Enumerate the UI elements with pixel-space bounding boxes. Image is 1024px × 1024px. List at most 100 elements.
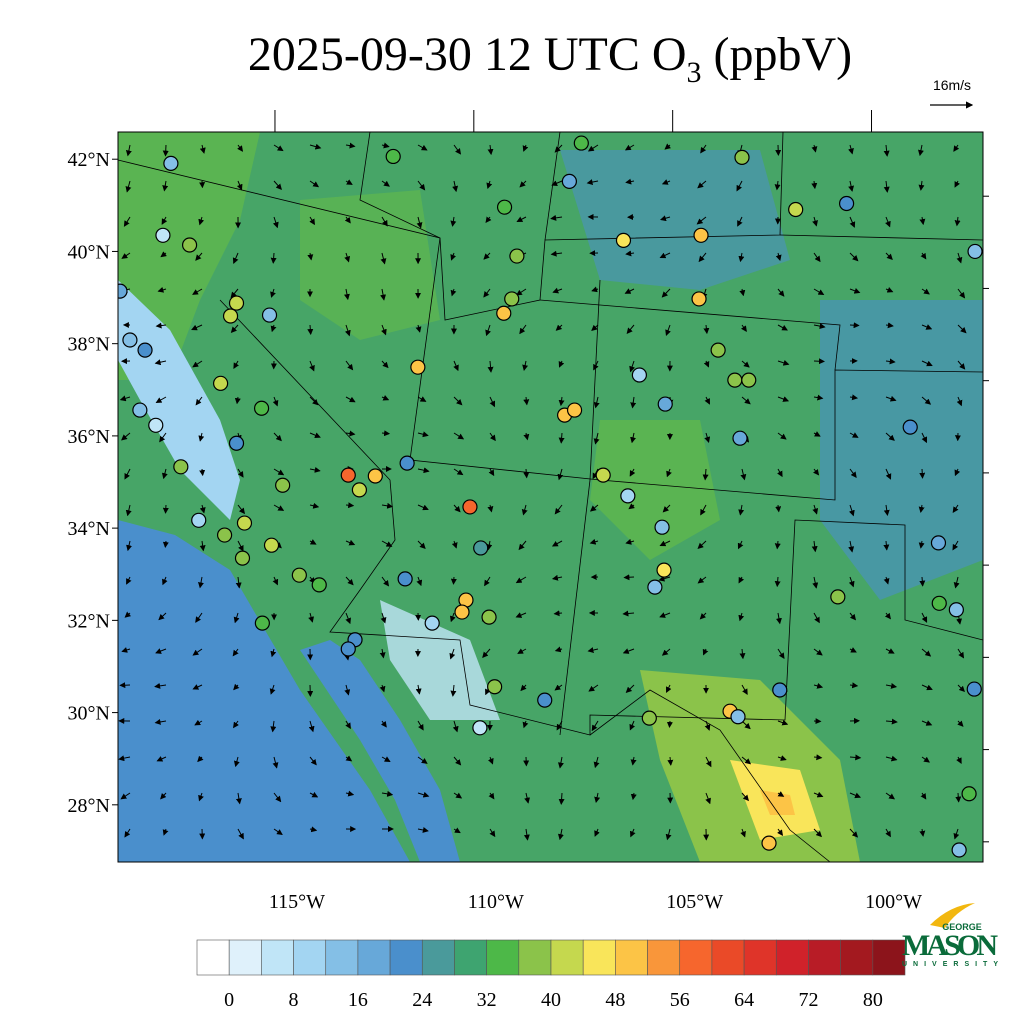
wind-arrow <box>416 576 423 587</box>
wind-arrow <box>921 324 933 330</box>
terrain-patch <box>760 790 795 815</box>
wind-arrow <box>705 792 711 805</box>
wind-arrow <box>452 180 459 193</box>
wind-arrow <box>309 756 317 766</box>
wind-arrow <box>741 756 752 765</box>
wind-arrow <box>774 540 781 550</box>
wind-arrow <box>919 576 926 587</box>
wind-arrow <box>885 718 898 725</box>
colorbar-box <box>454 939 487 976</box>
wind-arrow <box>344 252 351 263</box>
wind-arrow <box>659 612 671 618</box>
wind-arrow <box>775 612 782 625</box>
wind-arrow <box>307 324 314 336</box>
wind-arrow <box>777 791 785 797</box>
wind-arrow <box>522 360 529 371</box>
wind-arrow <box>199 144 206 154</box>
station <box>181 237 198 253</box>
wind-arrow <box>162 180 169 192</box>
wind-arrow <box>417 180 426 191</box>
colorbar-box <box>808 939 841 976</box>
station <box>163 155 179 171</box>
wind-arrow <box>554 646 563 653</box>
logo-top: GEORGE <box>942 922 982 932</box>
wind-arrow <box>551 180 563 186</box>
map-frame <box>117 131 984 863</box>
wind-arrow <box>381 324 387 336</box>
wind-arrow <box>741 684 748 696</box>
wind-arrow <box>921 360 933 367</box>
wind-arrow <box>921 288 930 295</box>
wind-arrow <box>158 612 167 621</box>
wind-arrow <box>777 648 785 660</box>
wind-arrow <box>270 324 277 333</box>
wind-arrow <box>195 252 203 261</box>
wind-arrow <box>160 251 167 258</box>
wind-arrow <box>524 792 531 804</box>
wind-arrow <box>813 252 821 263</box>
wind-arrow <box>453 360 459 372</box>
wind-arrow <box>883 576 890 585</box>
wind-arrow <box>883 180 890 193</box>
wind-arrow <box>381 756 391 762</box>
wind-arrow <box>666 684 672 693</box>
wind-arrow <box>811 540 818 553</box>
wind-arrow <box>849 288 861 294</box>
wind-arrow <box>307 252 314 261</box>
station <box>424 615 440 631</box>
wind-arrow <box>232 252 239 265</box>
colorbar-tick-label: 80 <box>863 989 883 1011</box>
wind-arrow <box>622 610 635 617</box>
wind-arrow <box>452 720 459 733</box>
wind-arrow <box>309 396 319 406</box>
station <box>504 291 520 307</box>
x-tick-label: 115°W <box>269 891 325 913</box>
colorbar-tick-label: 8 <box>289 989 299 1011</box>
title-suffix: (ppbV) <box>702 28 853 81</box>
wind-arrow <box>883 540 890 551</box>
wind-arrow <box>777 719 789 726</box>
wind-arrow <box>344 216 351 224</box>
wind-arrow <box>380 288 387 301</box>
wind-arrow <box>380 612 387 624</box>
station <box>830 589 846 605</box>
wind-arrow <box>450 216 457 227</box>
station <box>473 540 489 556</box>
wind-arrow <box>162 576 168 586</box>
wind-arrow <box>415 684 422 695</box>
wind-arrow <box>345 720 351 730</box>
wind-arrow <box>957 360 966 370</box>
wind-arrow <box>625 178 635 185</box>
wind-arrow <box>885 468 892 480</box>
stations <box>118 135 983 858</box>
wind-arrow <box>273 828 283 836</box>
wind-arrow <box>345 612 351 625</box>
wind-arrow <box>237 468 244 478</box>
wind-arrow <box>956 396 963 407</box>
wind-arrow <box>381 360 389 369</box>
wind-arrow <box>625 250 635 257</box>
wind-arrow <box>593 396 600 409</box>
wind-arrow <box>121 252 131 259</box>
wind-arrow <box>813 612 820 624</box>
wind-arrow <box>198 432 205 442</box>
wind-arrow <box>777 396 790 402</box>
station <box>620 488 636 504</box>
borders <box>118 132 983 862</box>
wind-arrow <box>154 682 167 689</box>
x-tick-label: 110°W <box>468 891 524 913</box>
wind-arrow <box>885 252 893 261</box>
wind-field <box>118 142 967 841</box>
wind-arrow <box>884 612 891 620</box>
colorbar-box <box>196 939 230 976</box>
wind-arrow <box>624 144 635 151</box>
wind-arrow <box>415 324 422 333</box>
y-tick-label: 38°N <box>68 334 110 356</box>
wind-arrow <box>272 396 279 407</box>
wind-arrow <box>273 144 284 152</box>
wind-arrow <box>230 288 239 299</box>
wind-arrow <box>125 180 132 193</box>
wind-arrow <box>489 432 496 442</box>
wind-arrow <box>522 144 529 152</box>
wind-arrow <box>555 324 563 331</box>
